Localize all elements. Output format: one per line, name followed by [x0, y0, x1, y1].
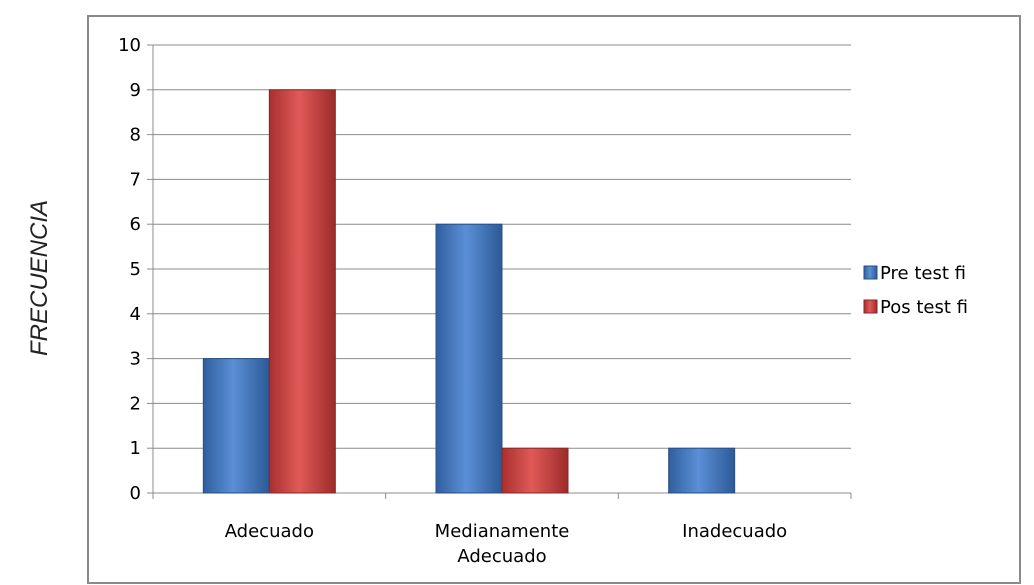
x-category-label-2: Inadecuado — [682, 521, 787, 542]
y-tick-label-10: 10 — [118, 35, 141, 56]
x-category-label-1: Medianamente Adecuado — [435, 521, 570, 567]
bar-pos-test-fi-1 — [501, 447, 569, 494]
bar-pre-test-fi-2 — [668, 447, 736, 494]
legend: Pre test fi Pos test fi — [863, 263, 968, 318]
legend-label-1: Pos test fi — [880, 297, 968, 318]
y-tick-label-3: 3 — [130, 349, 141, 370]
y-tick-label-4: 4 — [130, 304, 141, 325]
x-category-label-0: Adecuado — [225, 521, 314, 542]
y-tick-label-6: 6 — [130, 214, 141, 235]
legend-label-0: Pre test fi — [880, 263, 966, 284]
y-tick-label-8: 8 — [130, 125, 141, 146]
bar-pre-test-fi-0 — [202, 358, 270, 494]
bar-pre-test-fi-1 — [435, 223, 503, 494]
y-tick-labels: 0 1 2 3 4 5 6 7 8 9 10 — [118, 35, 141, 504]
y-tick-label-0: 0 — [130, 483, 141, 504]
y-tick-label-7: 7 — [130, 169, 141, 190]
y-tick-label-9: 9 — [130, 80, 141, 101]
x-category-labels: Adecuado Medianamente Adecuado Inadecuado — [225, 521, 787, 567]
legend-swatch-1 — [863, 299, 878, 314]
bar-pos-test-fi-0 — [268, 89, 336, 494]
legend-swatch-0 — [863, 265, 878, 280]
bars — [202, 89, 736, 494]
y-tick-label-1: 1 — [130, 438, 141, 459]
y-tick-label-2: 2 — [130, 393, 141, 414]
y-tick-label-5: 5 — [130, 259, 141, 280]
